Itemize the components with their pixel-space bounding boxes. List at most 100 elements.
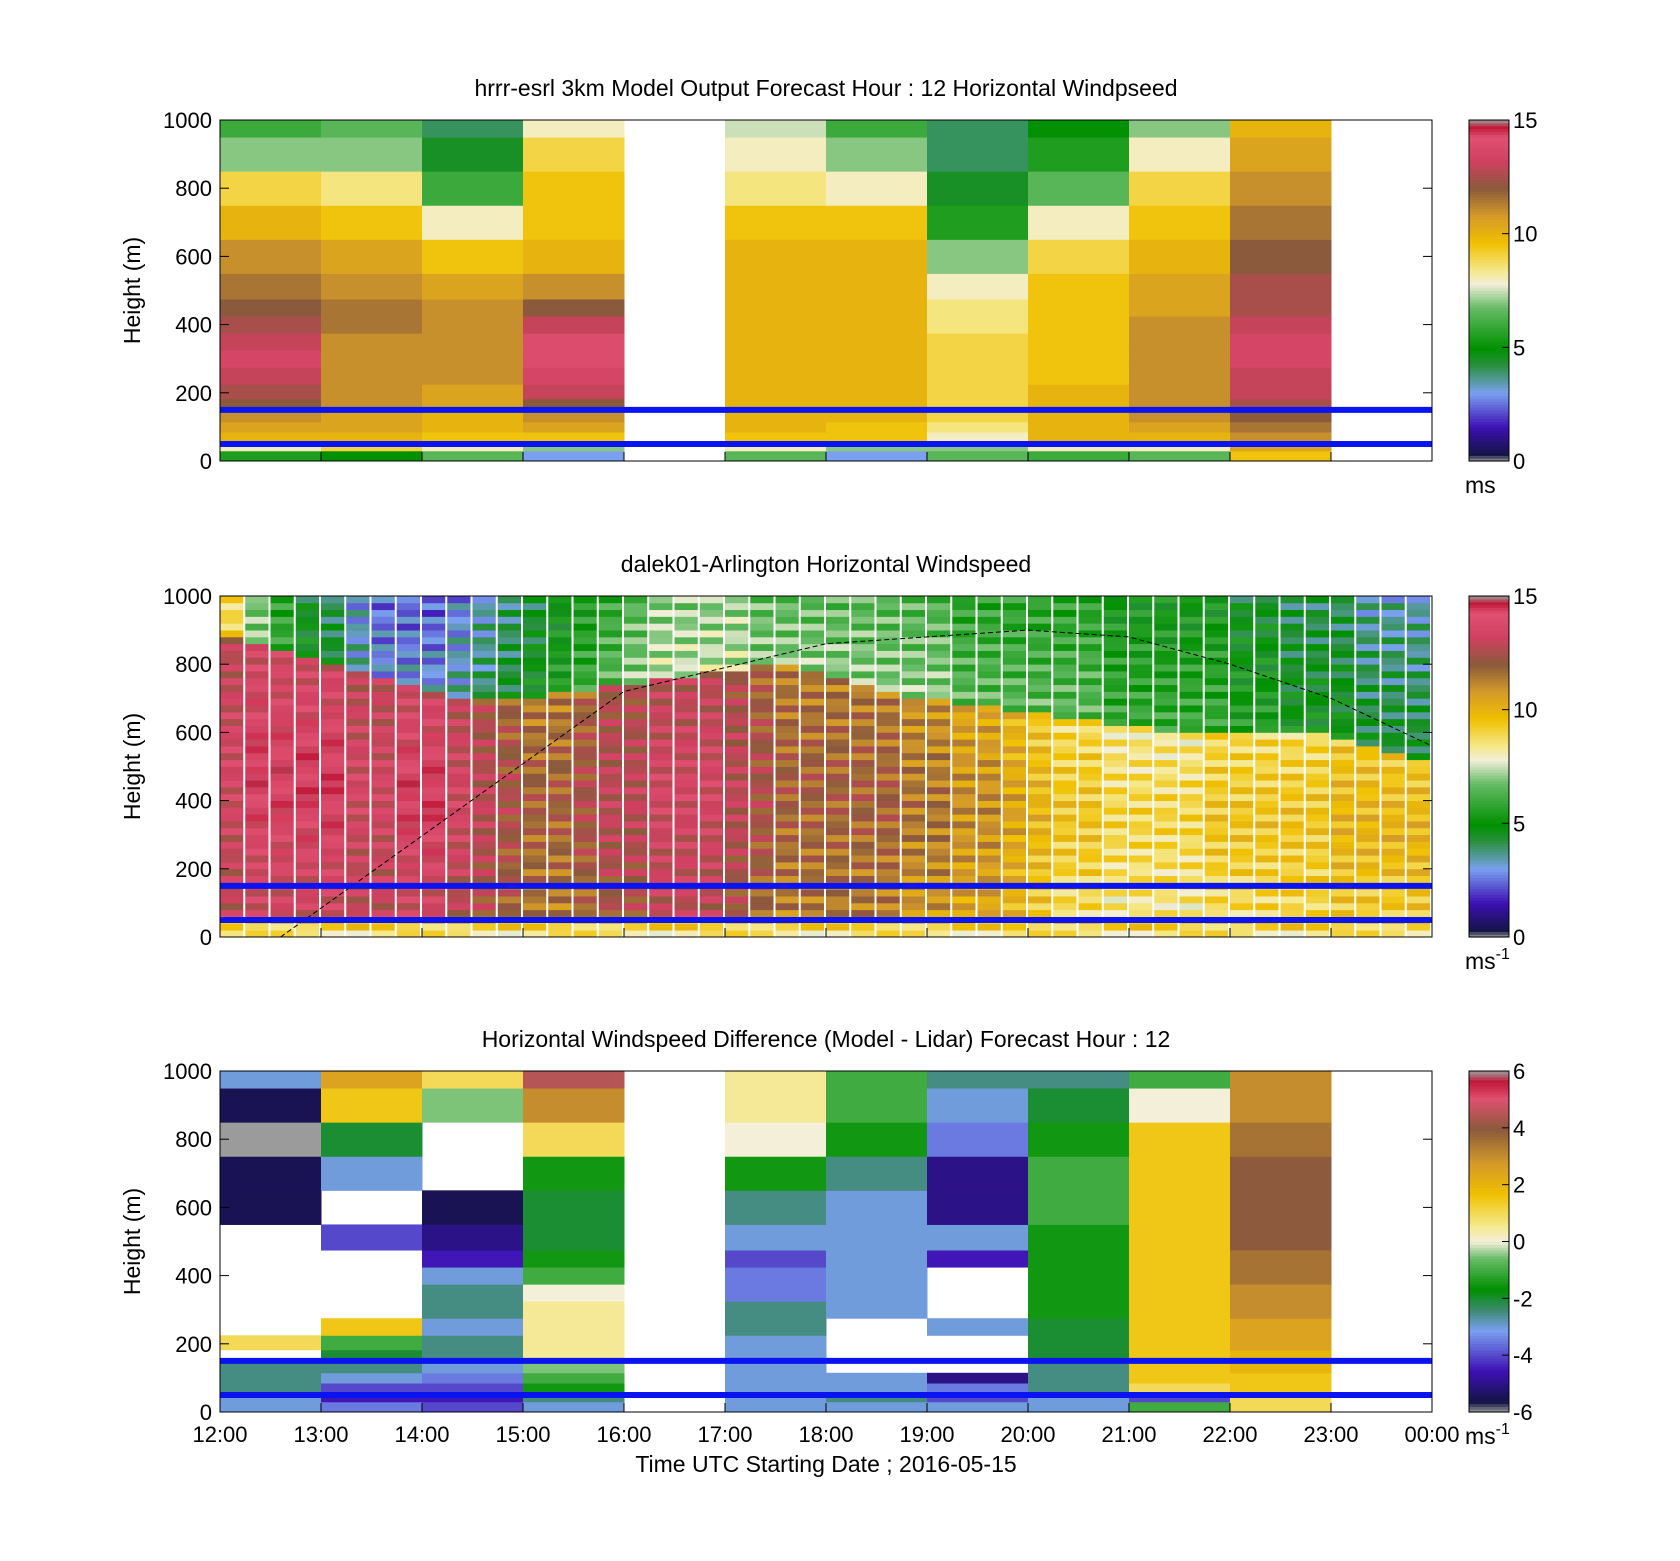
heatmap-cell: [649, 889, 673, 897]
heatmap-cell: [1103, 930, 1127, 937]
heatmap-cell: [1331, 698, 1355, 706]
colorbar-swatch: [1469, 783, 1509, 787]
heatmap-cell: [800, 609, 824, 617]
heatmap-cell: [927, 786, 951, 795]
heatmap-cell: [674, 759, 698, 767]
heatmap-cell: [245, 923, 269, 931]
heatmap-cell: [725, 1122, 827, 1157]
heatmap-cell: [725, 664, 749, 672]
heatmap-cell: [649, 698, 673, 706]
colorbar-swatch: [1469, 846, 1509, 850]
heatmap-cell: [1002, 657, 1026, 665]
heatmap-cell: [674, 773, 698, 781]
colorbar-frame: [1468, 119, 1510, 462]
heatmap-cell: [624, 855, 648, 863]
heatmap-cell: [1002, 732, 1026, 740]
heatmap-cell: [649, 643, 673, 651]
heatmap-cell: [523, 350, 625, 368]
colorbar-swatch: [1469, 1107, 1509, 1112]
heatmap-cell: [422, 367, 524, 385]
colorbar-swatch: [1469, 233, 1509, 238]
heatmap-cell: [1129, 684, 1153, 692]
heatmap-cell: [750, 596, 774, 604]
heatmap-cell: [245, 739, 269, 747]
heatmap-cell: [725, 333, 827, 351]
heatmap-cell: [346, 896, 370, 904]
heatmap-cell: [750, 923, 774, 931]
heatmap-cell: [1129, 793, 1153, 801]
heatmap-cell: [497, 868, 521, 877]
heatmap-cell: [826, 432, 928, 443]
heatmap-cell: [598, 821, 622, 829]
heatmap-cell: [1406, 616, 1430, 624]
heatmap-cell: [927, 1401, 1029, 1412]
heatmap-cell: [1028, 1372, 1130, 1384]
heatmap-cell: [1103, 834, 1127, 842]
heatmap-cell: [800, 773, 824, 781]
heatmap-cell: [447, 821, 471, 829]
heatmap-cell: [573, 923, 597, 931]
heatmap-cell: [1179, 923, 1203, 931]
heatmap-cell: [1204, 677, 1228, 686]
colorbar-swatch: [1469, 902, 1509, 907]
colorbar-swatch: [1469, 635, 1509, 640]
heatmap-cell: [1204, 800, 1228, 808]
colorbar-swatch: [1469, 409, 1509, 414]
heatmap-cell: [927, 120, 1029, 138]
colorbar-swatch: [1469, 601, 1509, 606]
colorbar-swatch: [1469, 1403, 1509, 1407]
heatmap-cell: [1028, 780, 1052, 788]
heatmap-cell: [295, 705, 319, 713]
heatmap-cell: [371, 759, 395, 767]
heatmap-cell: [523, 333, 625, 351]
heatmap-cell: [1331, 643, 1355, 651]
heatmap-cell: [1204, 807, 1228, 815]
heatmap-cell: [876, 923, 900, 931]
heatmap-cell: [270, 705, 294, 713]
heatmap-cell: [901, 861, 925, 870]
colorbar-tick-label: 10: [1513, 698, 1537, 723]
heatmap-cell: [321, 1335, 423, 1351]
heatmap-cell: [472, 596, 496, 604]
heatmap-cell: [725, 137, 827, 172]
heatmap-cell: [826, 902, 850, 911]
heatmap-cell: [1002, 596, 1026, 604]
colorbar-swatch: [1469, 1119, 1509, 1123]
heatmap-cell: [901, 807, 925, 815]
heatmap-cell: [1406, 841, 1430, 849]
heatmap-cell: [523, 759, 547, 767]
heatmap-cell: [321, 1122, 423, 1157]
heatmap-cell: [1053, 636, 1077, 645]
heatmap-cell: [1103, 746, 1127, 754]
heatmap-cell: [1002, 827, 1026, 836]
heatmap-cell: [826, 800, 850, 808]
colorbar-swatch: [1469, 421, 1509, 425]
heatmap-cell: [422, 807, 446, 815]
heatmap-cell: [321, 773, 345, 781]
y-tick-label: 600: [175, 1195, 212, 1220]
heatmap-cell: [1331, 848, 1355, 856]
heatmap-cell: [598, 868, 622, 877]
heatmap-cell: [1230, 766, 1254, 774]
heatmap-cell: [321, 1156, 423, 1191]
heatmap-cell: [624, 602, 648, 611]
heatmap-cell: [573, 718, 597, 726]
heatmap-cell: [1028, 137, 1130, 172]
heatmap-cell: [346, 630, 370, 638]
heatmap-cell: [927, 432, 1029, 443]
colorbar-swatch: [1469, 786, 1509, 790]
heatmap-cell: [952, 766, 976, 774]
heatmap-cell: [422, 827, 446, 836]
colorbar-swatch: [1469, 814, 1509, 819]
colorbar-swatch: [1469, 621, 1509, 626]
heatmap-cell: [523, 841, 547, 849]
colorbar-swatch: [1469, 1190, 1509, 1194]
heatmap-cell: [1053, 623, 1077, 631]
heatmap-cell: [927, 746, 951, 754]
heatmap-cell: [1356, 725, 1380, 733]
heatmap-cell: [245, 698, 269, 706]
heatmap-cell: [1381, 902, 1405, 911]
heatmap-cell: [901, 650, 925, 658]
heatmap-cell: [548, 807, 572, 815]
heatmap-cell: [371, 773, 395, 781]
